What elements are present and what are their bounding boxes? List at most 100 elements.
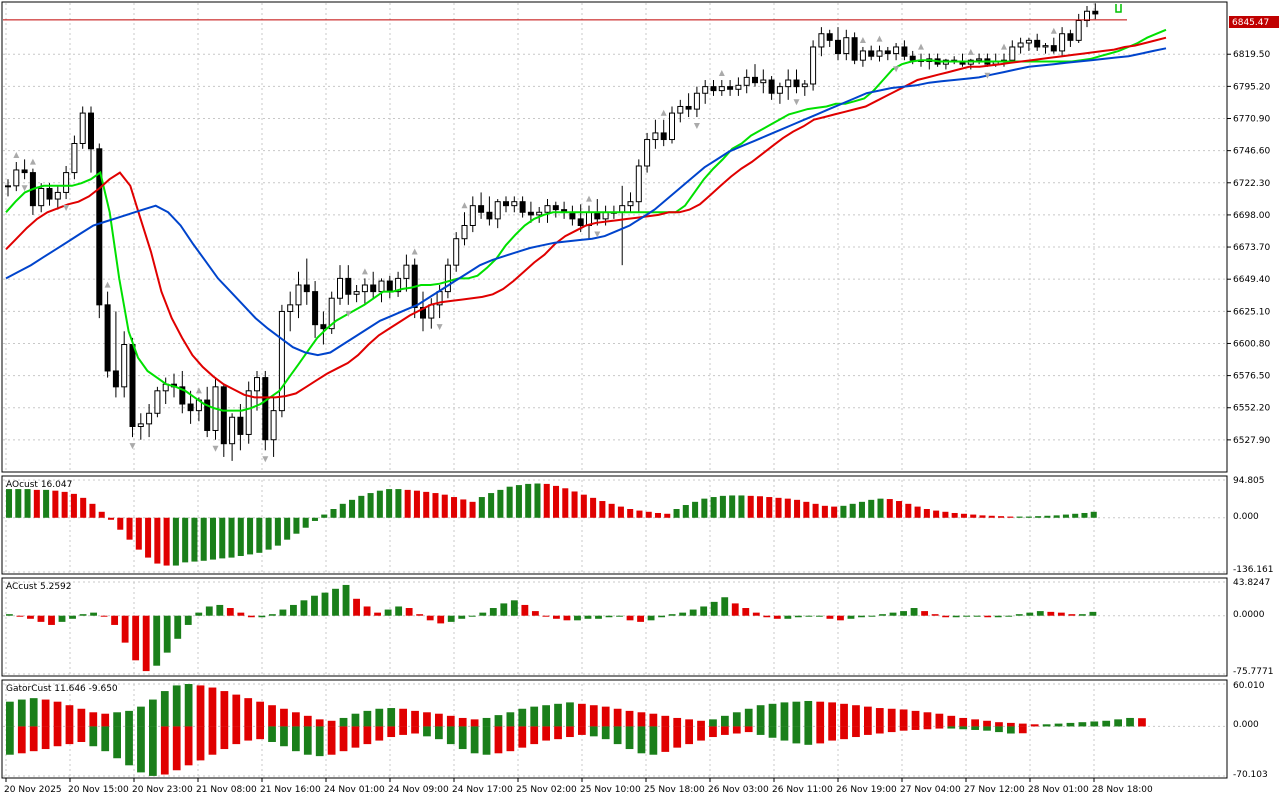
histogram-bar (617, 506, 624, 518)
histogram-bar (1057, 612, 1065, 616)
fractal-up-arrow (918, 43, 924, 50)
candle-body (254, 377, 260, 392)
time-tick-label: 24 Nov 17:00 (452, 785, 513, 795)
gator-upper-bar (840, 703, 848, 727)
gator-lower-bar (613, 726, 622, 745)
gator-upper-bar (697, 720, 705, 727)
histogram-bar (847, 615, 855, 619)
gator-tick-bottom: -70.103 (1233, 770, 1268, 780)
gator-upper-bar (1078, 722, 1087, 727)
price-tick-label: 6770.90 (1233, 115, 1270, 125)
histogram-bar (849, 503, 856, 518)
gator-lower-bar (363, 726, 372, 745)
gator-lower-bar (494, 726, 503, 754)
gator-upper-bar (315, 719, 324, 727)
price-axis: 6819.50 6795.20 6770.90 6746.60 6722.30 6698.… (1227, 50, 1270, 446)
candle-body (677, 105, 684, 114)
gator-lower-bar (41, 726, 50, 750)
gator-upper-bar (149, 699, 157, 727)
candle-body (361, 284, 368, 293)
fractal-up-arrow (195, 387, 202, 394)
histogram-bar (479, 612, 487, 616)
price-pane[interactable]: 6819.50 6795.20 6770.90 6746.60 6722.30 6698.… (1, 1, 1279, 473)
candle-body (278, 310, 285, 412)
gator-lower-bar (458, 726, 467, 750)
gator-upper-bar (935, 713, 944, 727)
histogram-bar (988, 515, 995, 518)
gator-lower-bar (244, 726, 253, 741)
histogram-bar (689, 609, 697, 616)
histogram-bar (1025, 516, 1032, 518)
fractal-up-arrow (1001, 43, 1007, 50)
histogram-bar (237, 517, 244, 557)
gator-upper-bar (1126, 717, 1134, 727)
histogram-bar (293, 517, 300, 534)
histogram-bar (48, 615, 55, 625)
gator-lower-bar (149, 726, 157, 776)
histogram-bar (107, 517, 115, 520)
histogram-bar (132, 615, 140, 661)
gator-pane[interactable]: GatorCust 11.646 -9.650 60.010 0.000 -70… (1, 679, 1268, 780)
histogram-bar (121, 615, 129, 643)
candle-body (577, 218, 584, 226)
histogram-bar (1062, 514, 1069, 518)
gator-lower-bar (840, 726, 848, 740)
gator-upper-bar (780, 702, 789, 727)
histogram-bar (386, 489, 393, 518)
price-tick-label: 6625.10 (1233, 307, 1270, 317)
gator-lower-bar (1018, 726, 1027, 734)
histogram-bar (933, 510, 940, 518)
histogram-bar (441, 494, 448, 518)
histogram-bar (330, 509, 337, 518)
gator-upper-bar (518, 708, 527, 727)
gator-upper-bar (768, 703, 777, 727)
candle-body (187, 403, 194, 412)
gator-lower-bar (542, 726, 550, 741)
histogram-bar (174, 615, 182, 639)
gator-lower-bar (983, 726, 991, 731)
histogram-bar (6, 614, 13, 616)
gator-lower-bar (828, 726, 836, 741)
candle-body (220, 386, 227, 445)
candle-body (104, 304, 111, 372)
gator-upper-bar (482, 717, 491, 727)
gator-upper-bar (804, 700, 813, 727)
candle-body (46, 187, 53, 200)
time-tick-label: 20 Nov 23:00 (132, 785, 193, 795)
histogram-bar (458, 615, 466, 619)
candle-body (868, 50, 875, 57)
histogram-bar (135, 517, 142, 550)
gator-lower-bar (113, 726, 121, 759)
gator-upper-bar (995, 722, 1003, 727)
histogram-bar (815, 615, 823, 617)
histogram-bar (37, 615, 45, 622)
histogram-bar (590, 497, 597, 518)
time-tick-label: 26 Nov 11:00 (772, 785, 833, 795)
candle-body (469, 205, 476, 226)
gator-lower-bar (852, 726, 860, 738)
candle-body (403, 264, 410, 279)
histogram-bar (339, 503, 346, 518)
candle-body (652, 132, 659, 141)
gator-upper-bar (613, 708, 622, 727)
histogram-bar (840, 505, 847, 518)
fractal-up-arrow (718, 70, 725, 77)
ao-pane[interactable]: AOcust 16.047 94.805 0.000 -136.161 (1, 475, 1273, 575)
histogram-bar (70, 493, 77, 518)
gator-lower-bar (911, 726, 920, 730)
candle-body (71, 143, 78, 174)
histogram-bar (700, 606, 708, 616)
up-arrow-icon (1115, 4, 1122, 13)
candle-body (851, 37, 858, 61)
gator-upper-bar (232, 694, 241, 727)
gator-upper-bar (268, 705, 276, 727)
gator-lower-bar (923, 726, 932, 730)
candle-body (328, 297, 335, 330)
gator-lower-bar (351, 726, 360, 748)
histogram-bar (423, 491, 430, 518)
ac-pane[interactable]: ACcust 5.2592 43.8247 0.0000 -75.7771 (1, 577, 1273, 677)
histogram-bar (184, 615, 192, 625)
candle-body (1084, 10, 1090, 22)
candle-body (303, 284, 310, 293)
